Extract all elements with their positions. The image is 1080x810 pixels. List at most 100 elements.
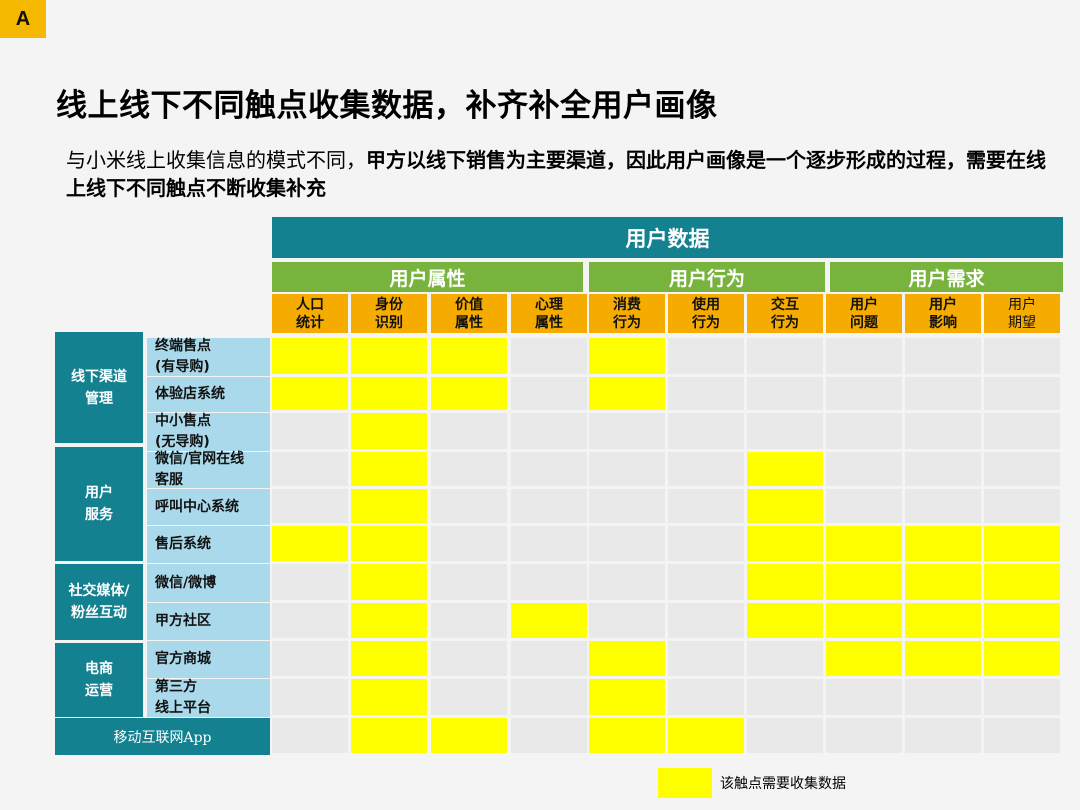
page-badge: A	[0, 0, 46, 38]
legend-label: 该触点需要收集数据	[720, 776, 846, 792]
table-cell	[511, 603, 587, 638]
column-header-label: 用户 问题	[850, 296, 878, 331]
row-label-7: 甲方社区	[147, 603, 270, 640]
row-label-8: 官方商城	[147, 641, 270, 678]
table-cell	[589, 679, 665, 715]
table-cell	[431, 718, 507, 753]
page-subtitle: 与小米线上收集信息的模式不同，甲方以线下销售为主要渠道，因此用户画像是一个逐步形…	[66, 146, 1056, 202]
table-cell	[511, 489, 587, 523]
table-cell	[589, 413, 665, 449]
table-cell	[351, 718, 427, 753]
table-cell	[589, 377, 665, 410]
table-cell	[351, 641, 427, 676]
row-label-10: 移动互联网App	[55, 718, 270, 755]
table-cell	[272, 489, 348, 523]
table-cell	[511, 338, 587, 374]
table-cell	[826, 641, 902, 676]
table-cell	[589, 641, 665, 676]
table-cell	[984, 718, 1060, 753]
table-cell	[668, 718, 744, 753]
table-cell	[826, 413, 902, 449]
table-cell	[589, 489, 665, 523]
table-cell	[826, 718, 902, 753]
column-header-8: 用户 影响	[905, 294, 981, 333]
table-cell	[747, 338, 823, 374]
column-header-7: 用户 问题	[826, 294, 902, 333]
column-header-0: 人口 统计	[272, 294, 348, 333]
table-cell	[272, 641, 348, 676]
row-label-5: 售后系统	[147, 526, 270, 563]
table-cell	[747, 564, 823, 600]
table-cell	[747, 526, 823, 561]
table-cell	[747, 413, 823, 449]
column-header-9: 用户 期望	[984, 294, 1060, 333]
group-user-service: 用户 服务	[55, 447, 143, 561]
table-cell	[826, 452, 902, 486]
table-cell	[351, 679, 427, 715]
table-cell	[351, 413, 427, 449]
column-header-2: 价值 属性	[431, 294, 507, 333]
table-cell	[431, 413, 507, 449]
category-header-behavior: 用户行为	[589, 262, 825, 292]
table-cell	[272, 564, 348, 600]
table-cell	[351, 526, 427, 561]
table-cell	[272, 338, 348, 374]
table-cell	[905, 413, 981, 449]
table-cell	[351, 338, 427, 374]
row-label-0: 终端售点 (有导购)	[147, 338, 270, 376]
table-cell	[984, 603, 1060, 638]
table-cell	[589, 564, 665, 600]
table-cell	[747, 377, 823, 410]
table-cell	[747, 489, 823, 523]
category-header-needs: 用户需求	[830, 262, 1063, 292]
column-header-3: 心理 属性	[511, 294, 587, 333]
column-header-label: 价值 属性	[455, 296, 483, 331]
table-cell	[431, 338, 507, 374]
table-cell	[351, 489, 427, 523]
table-cell	[826, 489, 902, 523]
table-cell	[747, 452, 823, 486]
table-cell	[668, 603, 744, 638]
table-cell	[272, 413, 348, 449]
table-cell	[826, 377, 902, 410]
table-cell	[984, 564, 1060, 600]
table-cell	[351, 603, 427, 638]
table-cell	[905, 377, 981, 410]
table-cell	[747, 679, 823, 715]
table-cell	[511, 377, 587, 410]
table-cell	[511, 452, 587, 486]
subtitle-normal: 与小米线上收集信息的模式不同，	[66, 148, 366, 172]
column-header-1: 身份 识别	[351, 294, 427, 333]
table-cell	[905, 679, 981, 715]
row-label-6: 微信/微博	[147, 564, 270, 602]
column-header-label: 用户 期望	[1008, 296, 1036, 331]
row-label-9: 第三方 线上平台	[147, 679, 270, 717]
group-offline-channel: 线下渠道 管理	[55, 332, 143, 443]
table-cell	[905, 564, 981, 600]
table-cell	[351, 452, 427, 486]
table-cell	[905, 718, 981, 753]
table-cell	[589, 338, 665, 374]
column-header-6: 交互 行为	[747, 294, 823, 333]
table-cell	[668, 489, 744, 523]
table-cell	[826, 679, 902, 715]
subtitle-bold: 甲方以线下销售为主要渠道，因此用户画像是一个逐步形成的过程，需要在线上线下不同触…	[66, 148, 1046, 200]
row-label-2: 中小售点 (无导购)	[147, 413, 270, 451]
column-header-label: 用户 影响	[929, 296, 957, 331]
table-cell	[905, 526, 981, 561]
column-header-label: 身份 识别	[375, 296, 403, 331]
table-cell	[272, 679, 348, 715]
table-cell	[747, 718, 823, 753]
table-cell	[984, 413, 1060, 449]
table-cell	[905, 489, 981, 523]
table-cell	[984, 679, 1060, 715]
table-cell	[589, 718, 665, 753]
table-cell	[905, 641, 981, 676]
table-cell	[431, 603, 507, 638]
table-cell	[431, 489, 507, 523]
table-cell	[511, 413, 587, 449]
table-cell	[272, 603, 348, 638]
table-cell	[431, 679, 507, 715]
table-cell	[511, 641, 587, 676]
table-cell	[905, 603, 981, 638]
